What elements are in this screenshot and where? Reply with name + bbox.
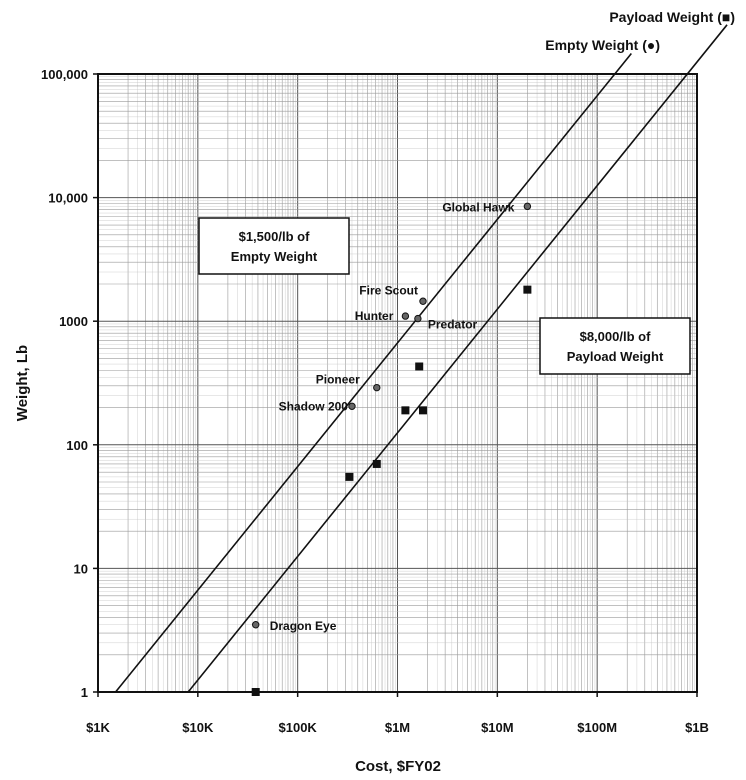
y-tick-label: 1 bbox=[81, 685, 88, 700]
annotation-boxes: $1,500/lb of Empty Weight $8,000/lb of Payl… bbox=[198, 217, 691, 375]
point-label: Pioneer bbox=[316, 373, 360, 387]
annotation-text: Payload Weight bbox=[567, 349, 664, 364]
y-tick-label: 1000 bbox=[59, 314, 88, 329]
x-tick-label: $10K bbox=[182, 720, 214, 735]
payload-weight-point bbox=[415, 362, 424, 371]
x-axis-title: Cost, $FY02 bbox=[355, 758, 441, 775]
x-tick-label: $100K bbox=[279, 720, 318, 735]
x-tick-label: $1K bbox=[86, 720, 110, 735]
data-points bbox=[251, 202, 532, 696]
reference-line bbox=[114, 52, 632, 693]
empty-weight-point bbox=[348, 402, 356, 410]
y-tick-label: 10 bbox=[74, 561, 88, 576]
annotation-text: $1,500/lb of bbox=[239, 229, 310, 244]
payload-weight-point bbox=[372, 459, 381, 468]
x-tick-label: $100M bbox=[577, 720, 617, 735]
grid bbox=[97, 74, 697, 693]
x-axis-ticks: $1K $10K $100K $1M $10M $100M $1B bbox=[86, 692, 709, 735]
empty-weight-point bbox=[523, 202, 532, 211]
x-tick-label: $10M bbox=[481, 720, 514, 735]
payload-weight-point bbox=[523, 285, 532, 294]
annotation-box bbox=[198, 217, 350, 275]
empty-weight-point bbox=[419, 297, 427, 305]
point-label: Dragon Eye bbox=[270, 619, 337, 633]
y-axis-ticks: 1 10 100 1000 10,000 100,000 bbox=[41, 67, 98, 700]
annotation-text: $8,000/lb of bbox=[580, 329, 651, 344]
y-axis-title: Weight, Lb bbox=[14, 345, 31, 421]
reference-line-label: Payload Weight (■) bbox=[609, 9, 735, 25]
reference-lines: Empty Weight (●) Payload Weight (■) bbox=[114, 9, 735, 693]
payload-weight-point bbox=[401, 406, 410, 415]
x-tick-label: $1M bbox=[385, 720, 410, 735]
annotation-text: Empty Weight bbox=[231, 249, 318, 264]
point-label: Global Hawk bbox=[442, 200, 514, 214]
empty-weight-point bbox=[373, 383, 381, 392]
point-labels: Global Hawk Fire Scout Hunter Predator Pione… bbox=[270, 200, 515, 632]
empty-weight-point bbox=[401, 312, 410, 320]
empty-weight-point bbox=[414, 314, 422, 323]
point-label: Predator bbox=[428, 318, 478, 332]
x-tick-label: $1B bbox=[685, 720, 709, 735]
empty-weight-point bbox=[252, 621, 260, 629]
payload-weight-point bbox=[345, 472, 354, 481]
annotation-box bbox=[539, 317, 691, 375]
point-label: Fire Scout bbox=[359, 283, 418, 297]
reference-line-label: Empty Weight (●) bbox=[545, 37, 660, 53]
point-label: Shadow 200 bbox=[279, 399, 349, 413]
point-label: Hunter bbox=[355, 309, 394, 323]
y-tick-label: 100,000 bbox=[41, 67, 88, 82]
payload-weight-point bbox=[418, 406, 427, 415]
y-tick-label: 10,000 bbox=[48, 191, 88, 206]
reference-line bbox=[187, 24, 728, 693]
payload-weight-point bbox=[251, 688, 260, 696]
y-tick-label: 100 bbox=[66, 438, 88, 453]
